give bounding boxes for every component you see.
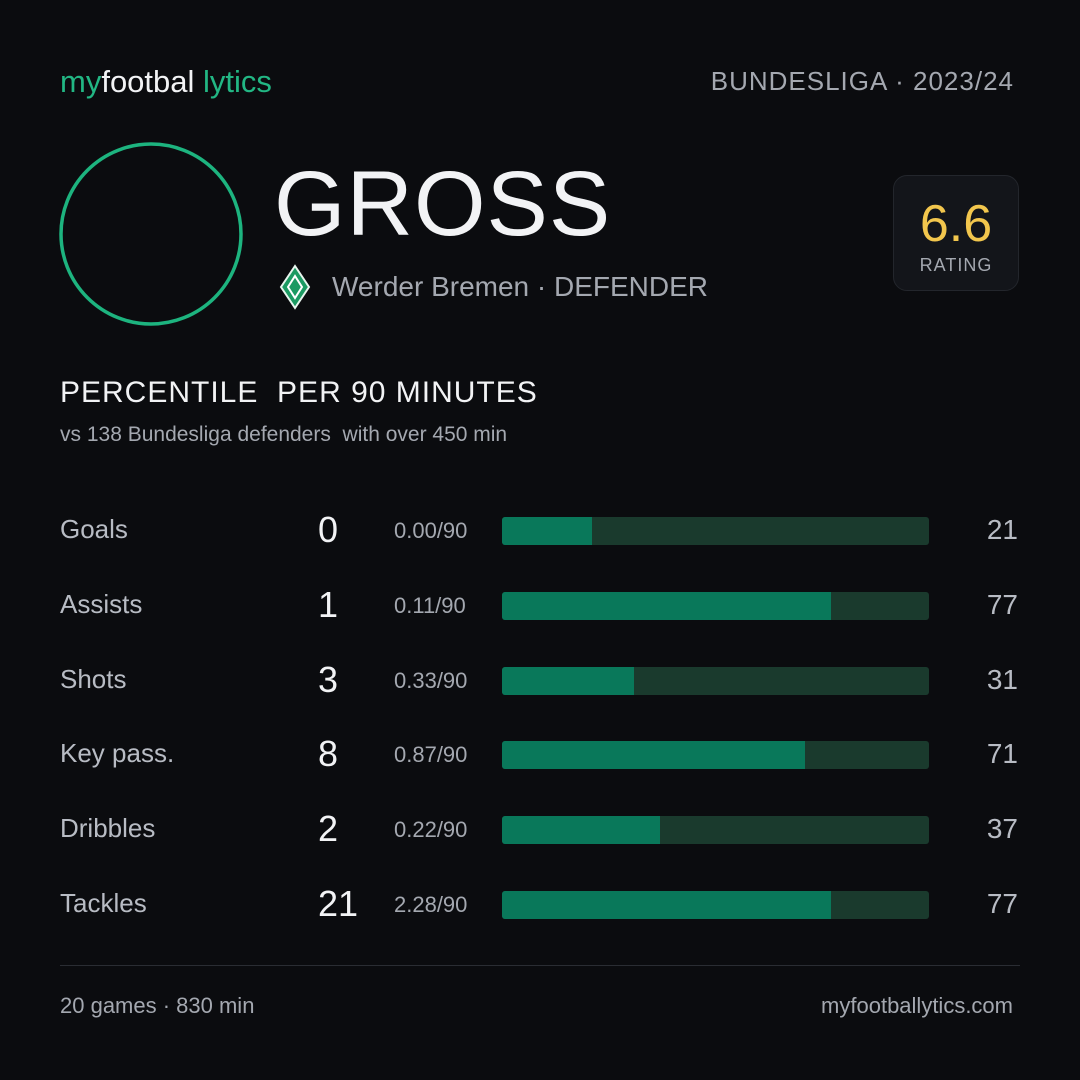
stat-total: 8 — [318, 733, 339, 775]
player-name: GROSS — [274, 153, 612, 255]
rating-value: 6.6 — [919, 195, 993, 253]
league: BUNDESLIGA · 2023/24 — [710, 66, 1014, 96]
bar-track — [502, 891, 929, 919]
bar-track — [502, 517, 929, 545]
bar-track — [502, 666, 929, 695]
bar-track — [502, 816, 929, 845]
brand: myfootbal lytics — [60, 64, 272, 100]
stat-per90: 0.87/90 — [394, 742, 468, 768]
footer-summary: 20 games · 830 min — [60, 993, 255, 1018]
percentile-bar — [502, 666, 635, 695]
stat-total: 21 — [318, 883, 359, 924]
stat-percentile: 71 — [986, 738, 1018, 770]
section-title: PERCENTILE PER 90 MINUTES — [60, 376, 538, 409]
stat-total: 0 — [318, 509, 339, 550]
brand-part: my — [60, 64, 102, 99]
stat-row: Assists 1 0.11/90 77 — [0, 583, 1080, 626]
stat-row: Key pass. 8 0.87/90 71 — [0, 733, 1080, 775]
stat-label: Goals — [60, 514, 128, 544]
bar-track — [502, 741, 929, 770]
stat-percentile: 31 — [986, 663, 1018, 695]
percentile-bar — [502, 891, 831, 919]
stat-per90: 2.28/90 — [394, 892, 468, 917]
percentile-bar — [502, 517, 592, 545]
brand-part: lytics — [203, 64, 272, 99]
stat-row: Tackles 21 2.28/90 77 — [0, 883, 1080, 925]
footer-site: myfootballytics.com — [821, 993, 1013, 1018]
brand-part: footbal — [101, 64, 195, 99]
stat-percentile: 77 — [986, 888, 1018, 919]
stat-percentile: 77 — [986, 588, 1018, 620]
stat-percentile: 21 — [986, 514, 1018, 545]
stat-label: Key pass. — [60, 738, 175, 769]
percentile-bar — [502, 816, 660, 845]
stat-total: 1 — [318, 583, 339, 625]
section-subtitle: vs 138 Bundesliga defenders with over 45… — [60, 423, 508, 446]
stat-percentile: 37 — [986, 813, 1018, 845]
stat-row: Shots 3 0.33/90 31 — [0, 658, 1080, 701]
percentile-bar — [502, 591, 831, 620]
stat-label: Assists — [60, 588, 143, 619]
bar-track — [502, 591, 929, 620]
stat-per90: 0.33/90 — [394, 667, 468, 693]
club-logo — [279, 264, 311, 310]
stat-per90: 0.11/90 — [394, 592, 466, 618]
stat-per90: 0.00/90 — [394, 518, 468, 543]
stat-row: Goals 0 0.00/90 21 — [0, 509, 1080, 551]
stat-label: Dribbles — [60, 813, 156, 844]
stat-row: Dribbles 2 0.22/90 37 — [0, 808, 1080, 850]
stat-label: Shots — [60, 663, 127, 694]
stat-total: 2 — [318, 808, 339, 850]
rating-label: RATING — [919, 255, 993, 275]
stat-total: 3 — [318, 658, 339, 700]
graphics — [59, 142, 311, 326]
rating-box: 6.6 RATING — [893, 175, 1019, 291]
stat-label: Tackles — [60, 888, 147, 918]
avatar-ring — [59, 142, 243, 326]
team-line: Werder Bremen · DEFENDER — [332, 271, 709, 302]
divider — [60, 965, 1020, 966]
stat-per90: 0.22/90 — [394, 817, 468, 843]
percentile-bar — [502, 741, 806, 770]
